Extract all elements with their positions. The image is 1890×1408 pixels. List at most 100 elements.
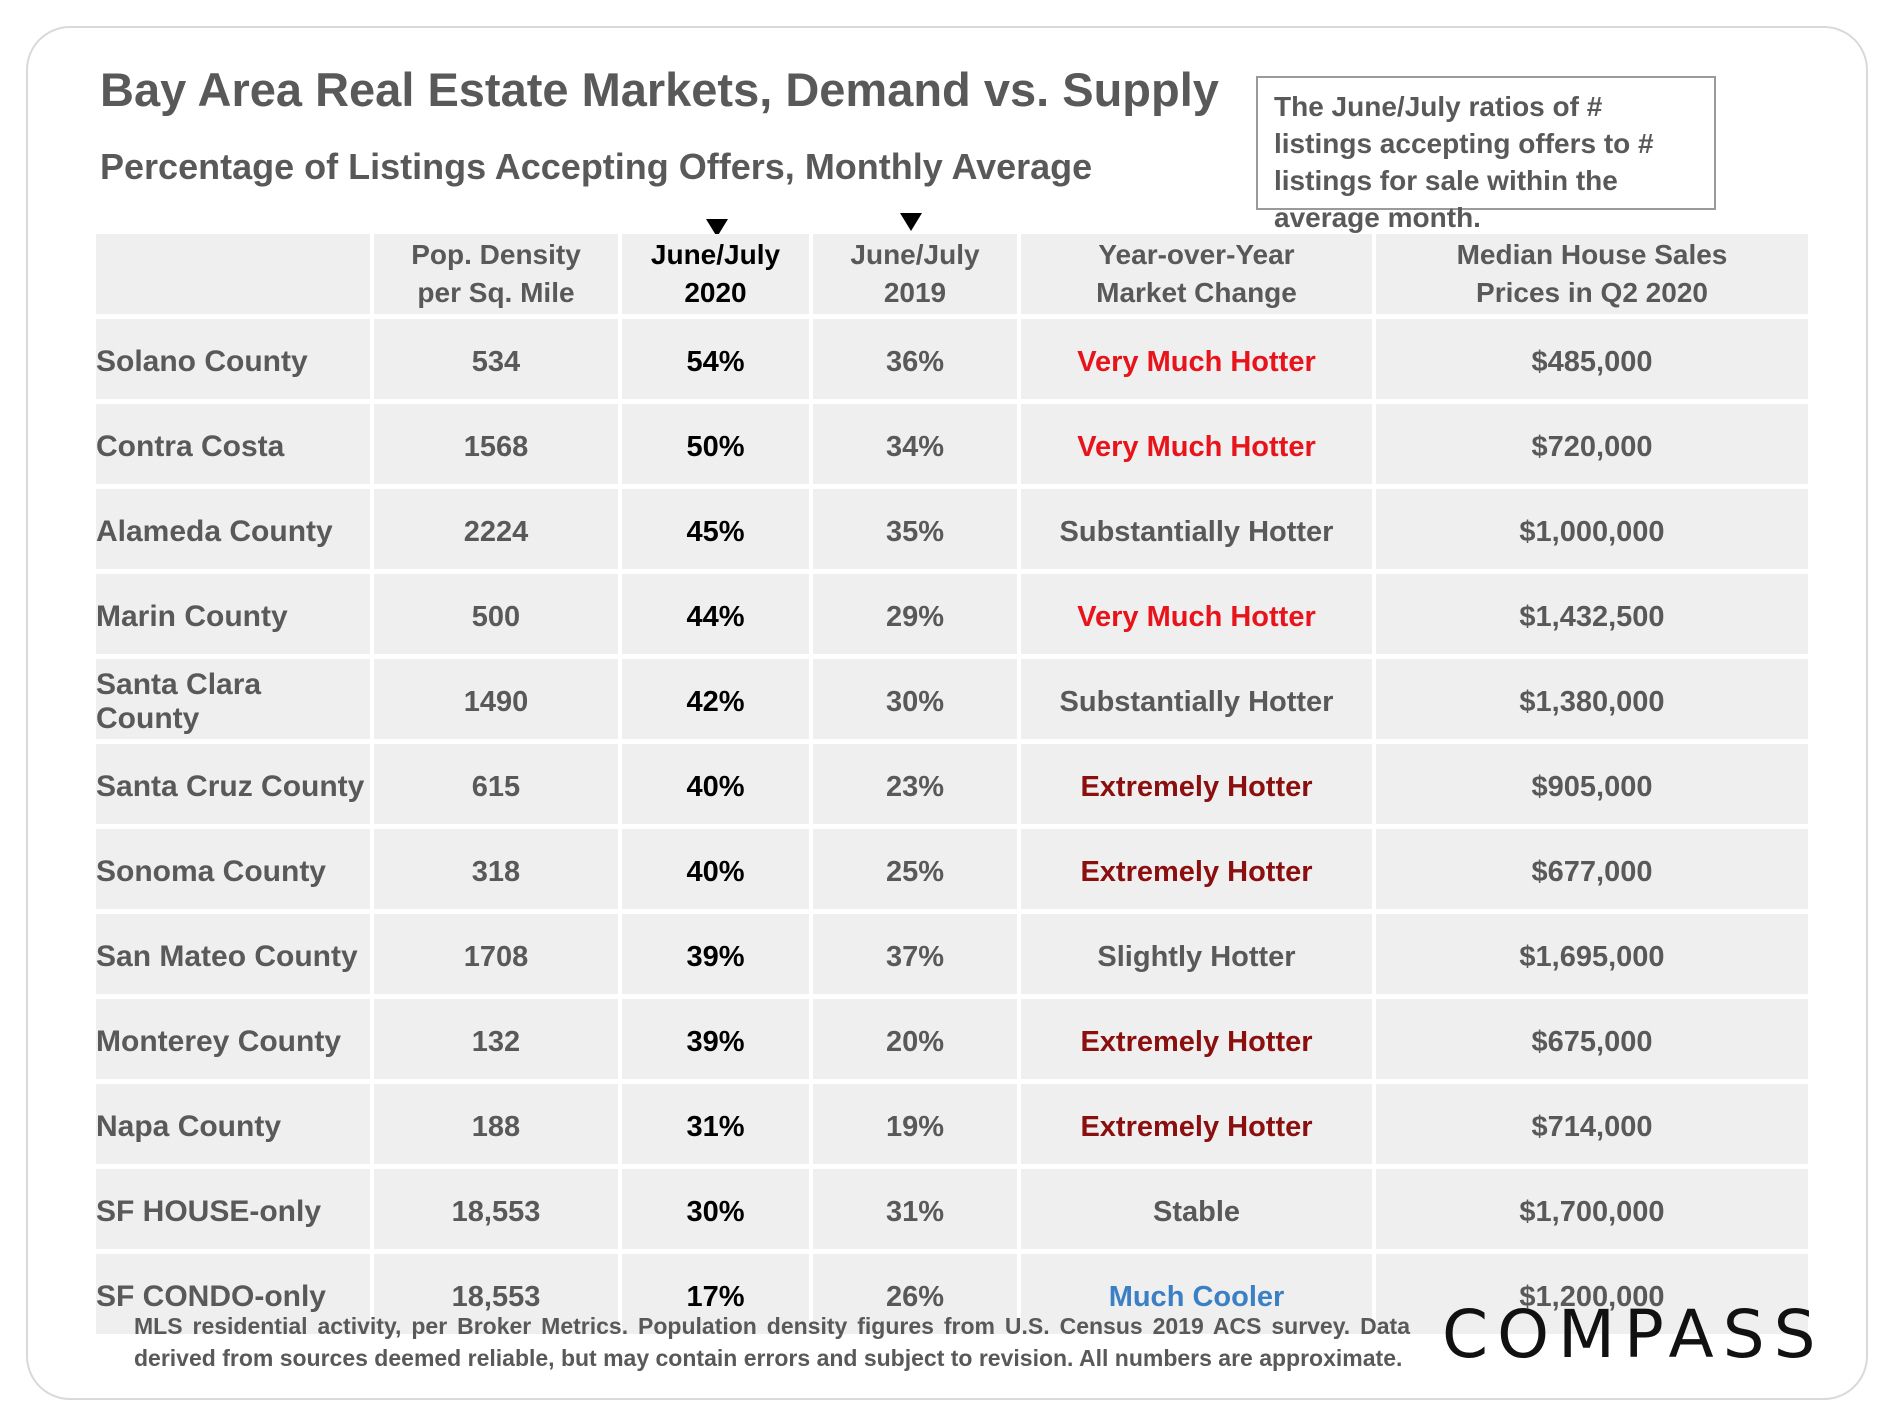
county-cell: Santa Clara County: [96, 659, 370, 739]
density-cell: 188: [374, 1084, 618, 1164]
header-density: Pop. Density per Sq. Mile: [374, 234, 618, 314]
table-row: SF CONDO-only 18,553 17% 26% Much Cooler $1,2…: [96, 1254, 1808, 1334]
june-july-2019-cell: 31%: [813, 1169, 1017, 1249]
median-price-cell: $1,432,500: [1376, 574, 1808, 654]
june-july-2019-cell: 29%: [813, 574, 1017, 654]
density-cell: 1708: [374, 914, 618, 994]
table-row: Santa Cruz County 615 40% 23% Extremely Hott…: [96, 744, 1808, 824]
median-price-cell: $905,000: [1376, 744, 1808, 824]
median-price-cell: $1,200,000: [1376, 1254, 1808, 1334]
june-july-2020-cell: 40%: [622, 829, 809, 909]
county-cell: SF HOUSE-only: [96, 1169, 370, 1249]
june-july-2019-cell: 26%: [813, 1254, 1017, 1334]
density-cell: 132: [374, 999, 618, 1079]
june-july-2020-cell: 40%: [622, 744, 809, 824]
yoy-change-cell: Much Cooler: [1021, 1254, 1372, 1334]
table-row: Solano County 534 54% 36% Very Much Hotter $4…: [96, 319, 1808, 399]
june-july-2019-cell: 34%: [813, 404, 1017, 484]
median-price-cell: $720,000: [1376, 404, 1808, 484]
june-july-2019-cell: 23%: [813, 744, 1017, 824]
june-july-2020-cell: 31%: [622, 1084, 809, 1164]
yoy-change-cell: Extremely Hotter: [1021, 1084, 1372, 1164]
county-cell: Solano County: [96, 319, 370, 399]
june-july-2019-cell: 19%: [813, 1084, 1017, 1164]
table-row: San Mateo County 1708 39% 37% Slightly Hotte…: [96, 914, 1808, 994]
yoy-change-cell: Substantially Hotter: [1021, 659, 1372, 739]
density-cell: 18,553: [374, 1254, 618, 1334]
yoy-change-cell: Very Much Hotter: [1021, 574, 1372, 654]
table-row: Napa County 188 31% 19% Extremely Hotter $714…: [96, 1084, 1808, 1164]
county-cell: Napa County: [96, 1084, 370, 1164]
density-cell: 2224: [374, 489, 618, 569]
yoy-change-cell: Slightly Hotter: [1021, 914, 1372, 994]
header-median-price: Median House Sales Prices in Q2 2020: [1376, 234, 1808, 314]
county-cell: San Mateo County: [96, 914, 370, 994]
median-price-cell: $1,380,000: [1376, 659, 1808, 739]
june-july-2020-cell: 30%: [622, 1169, 809, 1249]
table-row: Santa Clara County 1490 42% 30% Substantiall…: [96, 659, 1808, 739]
table-row: Monterey County 132 39% 20% Extremely Hotter…: [96, 999, 1808, 1079]
density-cell: 500: [374, 574, 618, 654]
density-cell: 615: [374, 744, 618, 824]
june-july-2020-cell: 42%: [622, 659, 809, 739]
table-row: Alameda County 2224 45% 35% Substantially Ho…: [96, 489, 1808, 569]
june-july-2019-cell: 36%: [813, 319, 1017, 399]
median-price-cell: $675,000: [1376, 999, 1808, 1079]
median-price-cell: $1,000,000: [1376, 489, 1808, 569]
page-title: Bay Area Real Estate Markets, Demand vs.…: [100, 63, 1219, 116]
table-header-row: Pop. Density per Sq. Mile June/July 2020…: [96, 234, 1808, 314]
density-cell: 1568: [374, 404, 618, 484]
june-july-2019-cell: 20%: [813, 999, 1017, 1079]
down-arrow-icon: [706, 219, 728, 237]
table-row: Contra Costa 1568 50% 34% Very Much Hotter $7…: [96, 404, 1808, 484]
compass-logo: COMPASS: [1442, 1296, 1825, 1373]
county-cell: Contra Costa: [96, 404, 370, 484]
explanation-note: The June/July ratios of # listings accep…: [1256, 76, 1716, 233]
yoy-change-cell: Stable: [1021, 1169, 1372, 1249]
density-cell: 534: [374, 319, 618, 399]
median-price-cell: $677,000: [1376, 829, 1808, 909]
header-2019: June/July 2019: [813, 234, 1017, 314]
header-county: [96, 234, 370, 314]
table-row: Sonoma County 318 40% 25% Extremely Hotter $6…: [96, 829, 1808, 909]
june-july-2019-cell: 30%: [813, 659, 1017, 739]
june-july-2019-cell: 25%: [813, 829, 1017, 909]
density-cell: 18,553: [374, 1169, 618, 1249]
header-2020: June/July 2020: [622, 234, 809, 314]
density-cell: 318: [374, 829, 618, 909]
june-july-2019-cell: 35%: [813, 489, 1017, 569]
table-row: Marin County 500 44% 29% Very Much Hotter $1,…: [96, 574, 1808, 654]
median-price-cell: $1,695,000: [1376, 914, 1808, 994]
june-july-2020-cell: 45%: [622, 489, 809, 569]
yoy-change-cell: Very Much Hotter: [1021, 404, 1372, 484]
yoy-change-cell: Extremely Hotter: [1021, 744, 1372, 824]
table-row: SF HOUSE-only 18,553 30% 31% Stable $1,700,00…: [96, 1169, 1808, 1249]
county-cell: SF CONDO-only: [96, 1254, 370, 1334]
county-cell: Sonoma County: [96, 829, 370, 909]
june-july-2020-cell: 17%: [622, 1254, 809, 1334]
market-table: Pop. Density per Sq. Mile June/July 2020…: [92, 229, 1812, 1339]
median-price-cell: $714,000: [1376, 1084, 1808, 1164]
down-arrow-icon: [900, 213, 922, 231]
county-cell: Alameda County: [96, 489, 370, 569]
yoy-change-cell: Substantially Hotter: [1021, 489, 1372, 569]
median-price-cell: $485,000: [1376, 319, 1808, 399]
june-july-2020-cell: 50%: [622, 404, 809, 484]
yoy-change-cell: Extremely Hotter: [1021, 999, 1372, 1079]
june-july-2020-cell: 39%: [622, 914, 809, 994]
yoy-change-cell: Extremely Hotter: [1021, 829, 1372, 909]
county-cell: Monterey County: [96, 999, 370, 1079]
june-july-2020-cell: 39%: [622, 999, 809, 1079]
density-cell: 1490: [374, 659, 618, 739]
table-body: Solano County 534 54% 36% Very Much Hotter $4…: [96, 319, 1808, 1334]
june-july-2020-cell: 54%: [622, 319, 809, 399]
county-cell: Marin County: [96, 574, 370, 654]
county-cell: Santa Cruz County: [96, 744, 370, 824]
june-july-2020-cell: 44%: [622, 574, 809, 654]
page-subtitle: Percentage of Listings Accepting Offers,…: [100, 146, 1093, 187]
footnote: MLS residential activity, per Broker Met…: [134, 1313, 1410, 1371]
median-price-cell: $1,700,000: [1376, 1169, 1808, 1249]
june-july-2019-cell: 37%: [813, 914, 1017, 994]
yoy-change-cell: Very Much Hotter: [1021, 319, 1372, 399]
header-yoy-change: Year-over-Year Market Change: [1021, 234, 1372, 314]
